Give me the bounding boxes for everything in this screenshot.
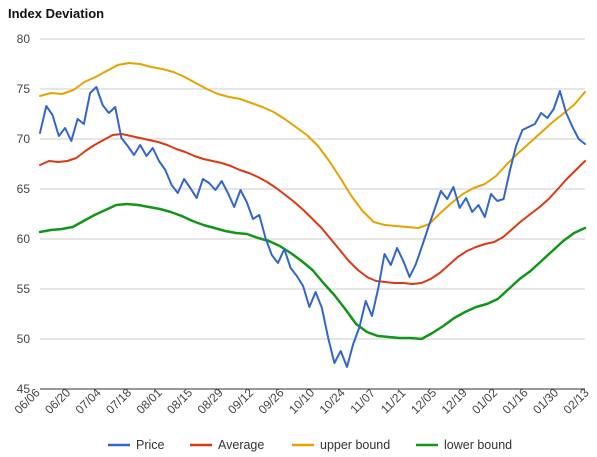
- y-tick-label: 45: [17, 382, 31, 396]
- legend-label-price: Price: [136, 438, 165, 452]
- x-tick-label: 09/26: [256, 385, 287, 416]
- x-tick-label: 01/16: [500, 385, 531, 416]
- y-axis-tick-labels: 45 50 55 60 65 70 75 80: [17, 32, 31, 396]
- legend-label-average: Average: [218, 438, 264, 452]
- x-tick-label: 06/20: [42, 385, 73, 416]
- series-line-average: [39, 133, 586, 285]
- x-tick-label: 08/01: [134, 385, 165, 416]
- y-tick-label: 55: [17, 282, 31, 296]
- x-tick-label: 11/21: [378, 386, 409, 417]
- y-tick-label: 70: [17, 132, 31, 146]
- x-tick-label: 10/24: [317, 385, 348, 416]
- x-tick-label: 10/10: [286, 385, 317, 416]
- legend-label-lower-bound: lower bound: [444, 438, 512, 452]
- legend-label-upper-bound: upper bound: [320, 438, 390, 452]
- x-tick-label: 09/12: [225, 385, 256, 416]
- gridlines: [40, 38, 585, 340]
- y-tick-label: 60: [17, 232, 31, 246]
- x-tick-label: 02/13: [561, 385, 592, 416]
- x-axis-tick-labels: 06/06 06/20 07/04 07/18 08/01 08/15 08/29 09/12…: [12, 385, 592, 416]
- x-tick-label: 12/05: [408, 385, 439, 416]
- y-tick-label: 65: [17, 182, 31, 196]
- series-line-lower-bound: [38, 202, 587, 341]
- x-tick-label: 07/04: [73, 385, 104, 416]
- y-tick-label: 50: [17, 332, 31, 346]
- y-tick-label: 75: [17, 82, 31, 96]
- x-tick-label: 01/30: [530, 385, 561, 416]
- series-line-upper-bound: [39, 62, 586, 229]
- x-tick-label: 08/15: [164, 385, 195, 416]
- x-tick-label: 11/07: [347, 386, 378, 417]
- series-lines: [38, 62, 587, 368]
- x-tick-label: 12/19: [439, 385, 470, 416]
- series-line-price: [39, 86, 586, 368]
- chart-title: Index Deviation: [8, 6, 104, 21]
- x-tick-label: 07/18: [103, 385, 134, 416]
- x-tick-label: 01/02: [469, 385, 500, 416]
- legend: Price Average upper bound lower bound: [108, 438, 512, 452]
- x-tick-label: 08/29: [195, 385, 226, 416]
- y-tick-label: 80: [17, 32, 31, 46]
